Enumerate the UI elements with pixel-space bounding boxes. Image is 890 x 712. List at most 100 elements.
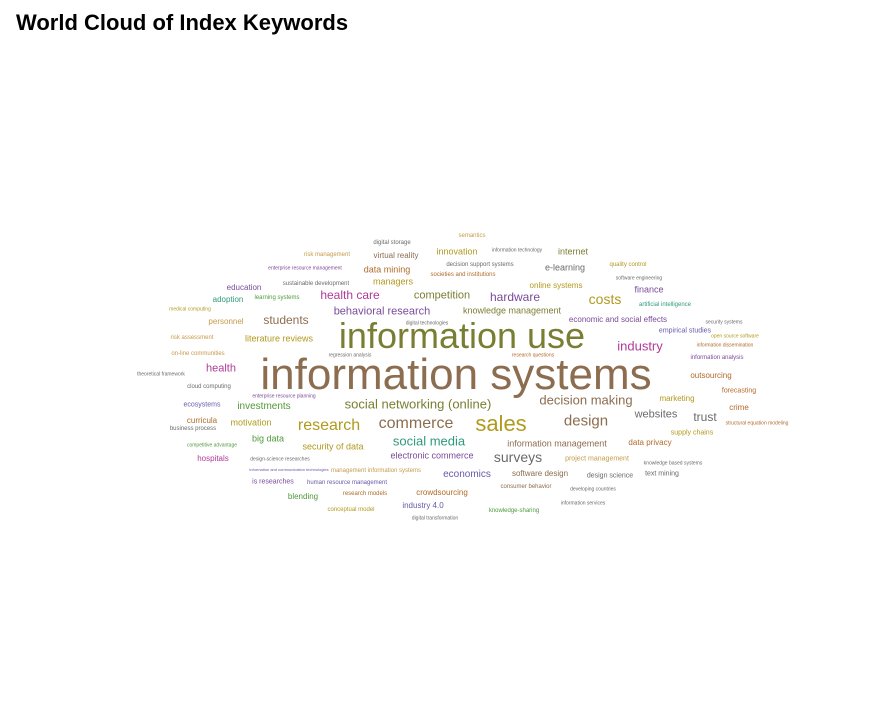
keyword: digital technologies xyxy=(405,320,449,327)
keyword: knowledge based systems xyxy=(643,460,703,467)
keyword: business process xyxy=(169,426,217,432)
keyword: risk assessment xyxy=(170,335,214,341)
keyword: commerce xyxy=(378,415,454,432)
keyword: ecosystems xyxy=(183,401,221,409)
keyword: blending xyxy=(287,492,319,501)
keyword: trust xyxy=(693,410,717,424)
page-title: World Cloud of Index Keywords xyxy=(16,10,349,35)
keyword: competition xyxy=(413,289,471,302)
keyword: outsourcing xyxy=(690,371,732,380)
keyword: data mining xyxy=(363,264,411,275)
keyword: information management xyxy=(507,438,607,449)
keyword: digital storage xyxy=(373,240,411,246)
keyword: open source software xyxy=(711,333,759,340)
keyword: crowdsourcing xyxy=(416,488,468,497)
keyword: information technology xyxy=(491,247,543,254)
keyword: enterprise resource management xyxy=(268,265,342,272)
keyword: costs xyxy=(588,291,622,307)
keyword: innovation xyxy=(436,246,478,257)
keyword: developing countries xyxy=(570,486,616,493)
keyword: big data xyxy=(251,433,285,444)
keyword: surveys xyxy=(493,449,543,465)
keyword: digital transformation xyxy=(411,515,459,522)
keyword: semantics xyxy=(458,233,486,239)
keyword: empirical studies xyxy=(658,327,712,335)
keyword: decision support systems xyxy=(446,262,514,268)
keyword: finance xyxy=(634,284,664,295)
keyword: industry xyxy=(617,338,663,354)
keyword: supply chains xyxy=(670,429,714,437)
keyword: text mining xyxy=(645,470,679,478)
keyword: is researches xyxy=(252,478,294,486)
keyword: risk management xyxy=(303,252,351,258)
keyword: theoretical framework xyxy=(137,371,185,378)
keyword: design science xyxy=(586,472,634,480)
keyword: artificial intelligence xyxy=(638,302,692,308)
keyword: regression analysis xyxy=(328,352,372,359)
keyword: managers xyxy=(372,276,414,287)
keyword: health care xyxy=(320,288,380,302)
keyword: electronic commerce xyxy=(390,450,474,461)
keyword: information services xyxy=(560,500,606,507)
keyword: information and communication technologi… xyxy=(249,467,329,472)
keyword: quality control xyxy=(609,262,647,268)
keyword: e-learning xyxy=(544,262,586,273)
keyword: personnel xyxy=(208,317,244,326)
keyword: education xyxy=(226,283,262,292)
keyword: structural equation modeling xyxy=(725,420,789,427)
keyword: internet xyxy=(557,246,589,257)
keyword: human resource management xyxy=(306,480,388,486)
keyword: medical computing xyxy=(169,306,211,313)
keyword: health xyxy=(206,362,236,375)
keyword: data privacy xyxy=(628,438,672,447)
keyword: sustainable development xyxy=(282,281,350,287)
keyword: social media xyxy=(392,433,466,449)
keyword: economic and social effects xyxy=(568,315,668,324)
keyword: project management xyxy=(565,455,629,463)
keyword: decision making xyxy=(539,392,633,408)
keyword: hospitals xyxy=(197,454,229,463)
keyword: marketing xyxy=(659,394,695,403)
keyword: conceptual model xyxy=(327,507,375,513)
keyword: hardware xyxy=(489,290,541,304)
keyword: information use xyxy=(338,315,586,356)
keyword: students xyxy=(263,313,309,327)
keyword: information dissemination xyxy=(696,342,754,349)
keyword: virtual reality xyxy=(373,251,419,260)
keyword: research questions xyxy=(511,352,555,359)
keyword: economics xyxy=(443,469,491,480)
keyword: management information systems xyxy=(330,468,422,474)
keyword: behavioral research xyxy=(333,305,431,318)
keyword: crime xyxy=(729,403,749,412)
keyword: design xyxy=(563,412,609,430)
keyword: adoption xyxy=(212,295,244,304)
keyword: competitive advantage xyxy=(186,442,238,449)
keyword: on-line communities xyxy=(171,351,225,357)
keyword: research models xyxy=(342,491,388,497)
keyword: literature reviews xyxy=(244,333,314,344)
keyword: cloud computing xyxy=(187,384,231,390)
keyword: information analysis xyxy=(690,355,744,361)
keyword: security of data xyxy=(302,441,364,452)
keyword: information systems xyxy=(260,350,652,399)
keyword: forecasting xyxy=(721,387,757,395)
keyword: software engineering xyxy=(615,275,663,282)
keyword: research xyxy=(297,417,361,434)
keyword: learning systems xyxy=(254,295,300,301)
keyword: knowledge management xyxy=(462,305,562,316)
keyword: industry 4.0 xyxy=(402,501,444,510)
keyword: software design xyxy=(511,469,569,478)
keyword: design-science researches xyxy=(250,456,310,463)
keyword: societies and institutions xyxy=(430,272,496,278)
keyword: motivation xyxy=(230,417,272,428)
keyword: online systems xyxy=(529,281,583,290)
keyword: curricula xyxy=(186,416,218,425)
keyword: investments xyxy=(237,401,291,412)
keyword: sales xyxy=(475,411,527,436)
keyword: security systems xyxy=(705,319,743,326)
keyword: enterprise resource planning xyxy=(252,393,316,400)
keyword: websites xyxy=(634,408,678,421)
keyword: social networking (online) xyxy=(344,396,492,412)
keyword: knowledge-sharing xyxy=(488,508,540,514)
